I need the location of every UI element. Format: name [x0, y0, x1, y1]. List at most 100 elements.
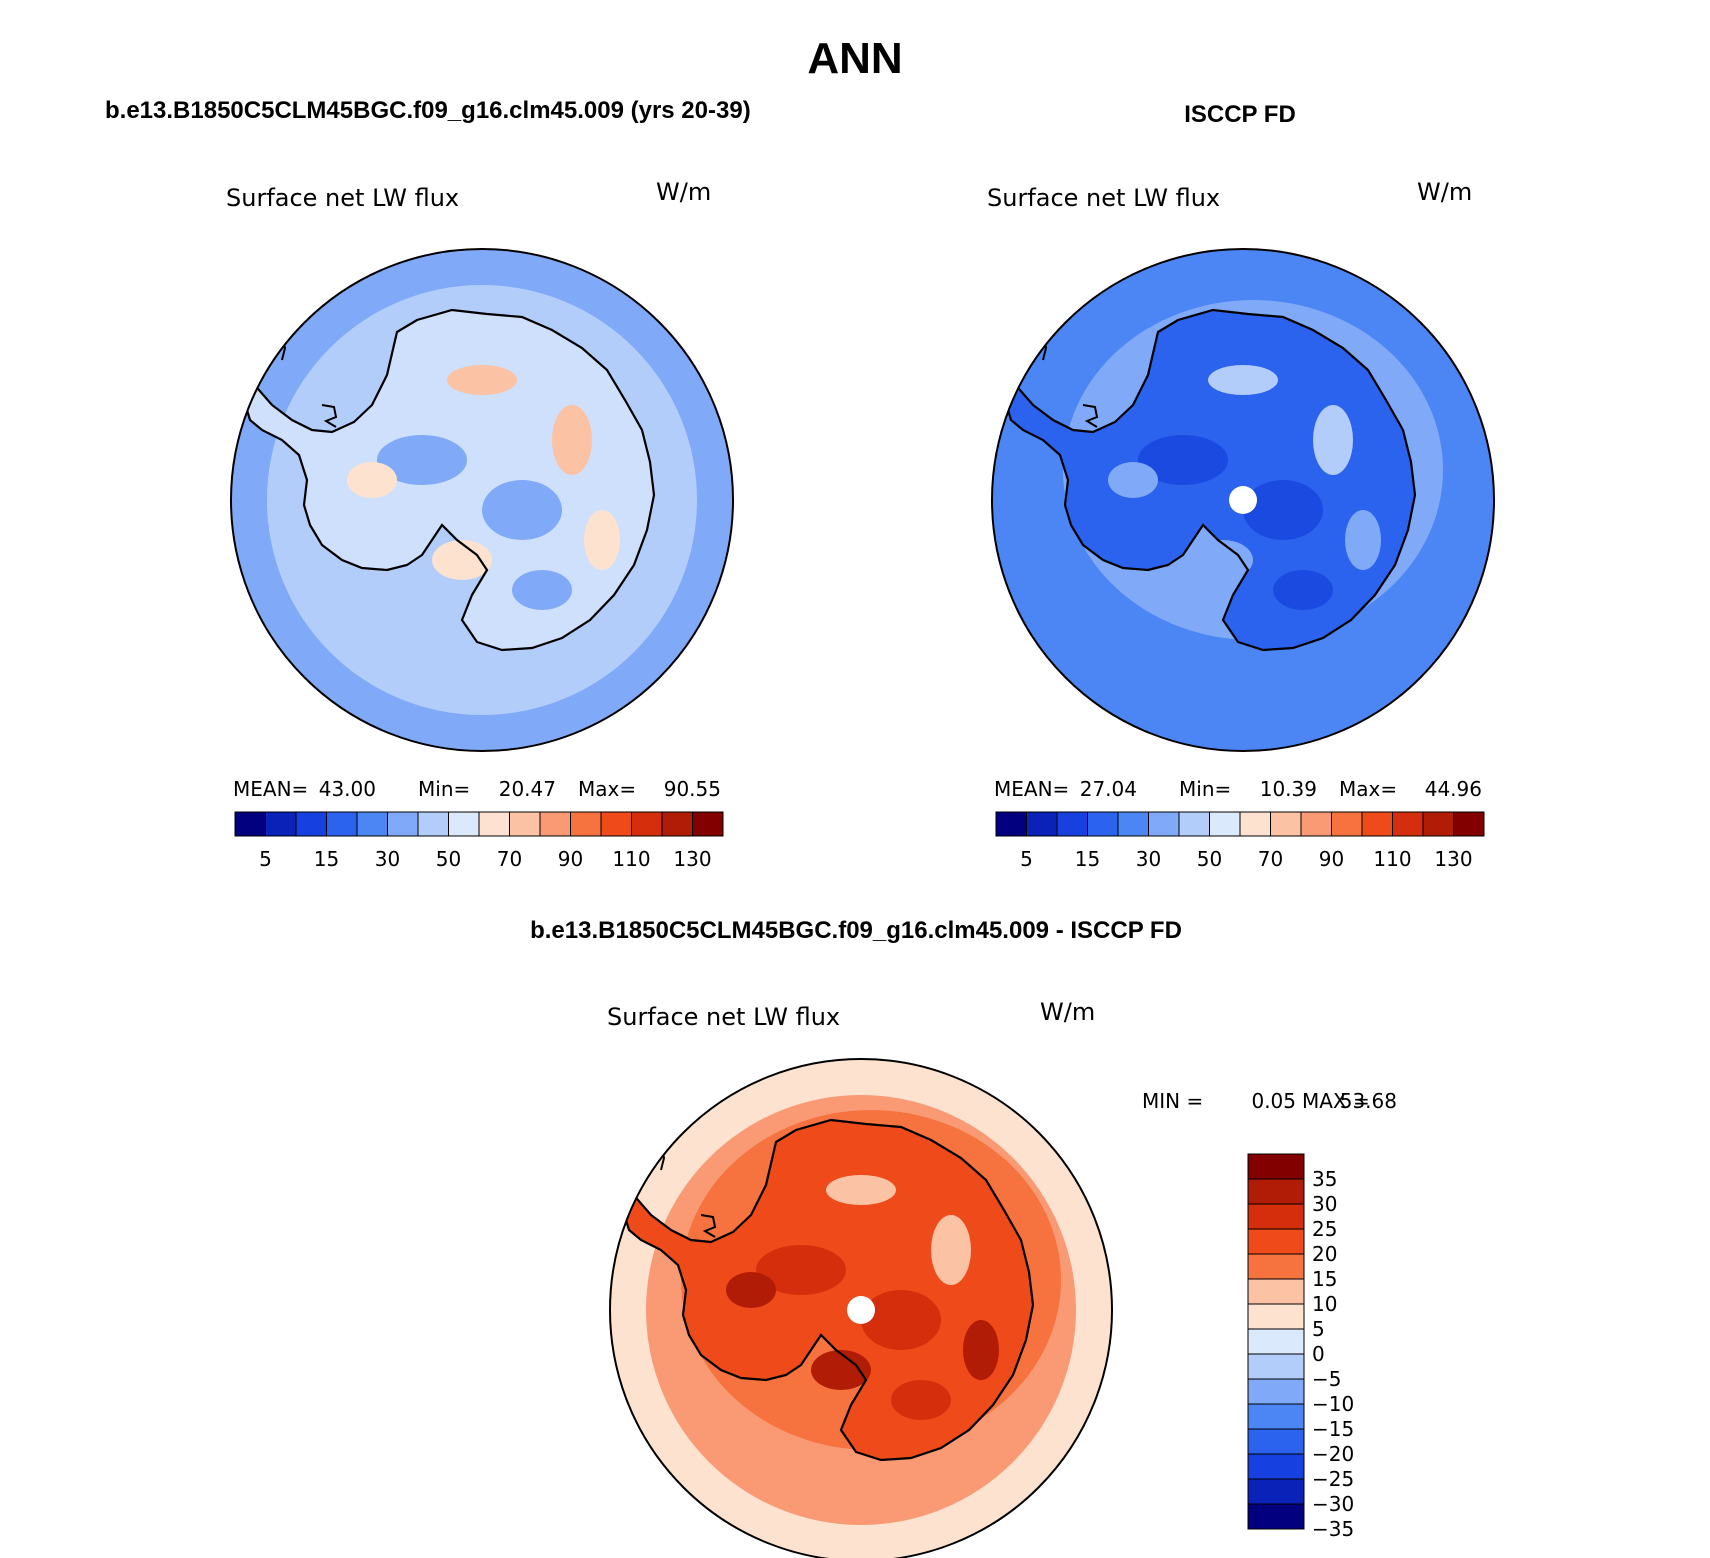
panel-a-colorbar-box	[509, 811, 541, 837]
panel-a-colorbar-box	[478, 811, 510, 837]
panel-a-field-patch	[482, 480, 562, 540]
diff-plot-title: Surface net LW flux	[607, 1003, 840, 1031]
panel-a-colorbar-box	[417, 811, 449, 837]
panel-b-map	[992, 249, 1494, 751]
panel-a-field-patch	[432, 540, 492, 580]
diff-colorbar-box	[1247, 1228, 1305, 1255]
panel-b-field-patch	[1243, 480, 1323, 540]
panel-b-field-patch	[1193, 540, 1253, 580]
panel-a-colorbar-box	[539, 811, 571, 837]
panel-b-colorbar-box	[1148, 811, 1180, 837]
panel-b-colorbar-box	[1300, 811, 1332, 837]
diff-colorbar-box	[1247, 1328, 1305, 1355]
diff-panel-field-patch	[826, 1175, 896, 1205]
panel-a-field-patch	[552, 405, 592, 475]
panel-a-colorbar-tick-label: 50	[436, 847, 461, 871]
diff-panel-field-patch	[931, 1215, 971, 1285]
panel-a-colorbar-box	[265, 811, 297, 837]
panel-b-colorbar-tick-label: 15	[1075, 847, 1100, 871]
diff-panel-pole-mask	[847, 1296, 875, 1324]
panel-a-max-value: 90.55	[664, 777, 721, 801]
panel-a-min-label: Min=	[418, 777, 470, 801]
panel-b-island	[1082, 404, 1099, 428]
panel-a-heading: b.e13.B1850C5CLM45BGC.f09_g16.clm45.009 …	[105, 97, 751, 124]
panel-b-colorbar-box	[1026, 811, 1058, 837]
panel-b-colorbar-tick-label: 30	[1136, 847, 1161, 871]
panel-b-plot-title: Surface net LW flux	[987, 184, 1220, 212]
panel-a-colorbar-tick-label: 110	[612, 847, 650, 871]
panel-a-colorbar-tick-label: 90	[558, 847, 583, 871]
panel-b-colorbar-box	[1422, 811, 1454, 837]
diff-colorbar-tick-label: 0	[1312, 1342, 1325, 1366]
diff-colorbar-box	[1247, 1453, 1305, 1480]
diff-colorbar-box	[1247, 1178, 1305, 1205]
diff-colorbar-box	[1247, 1428, 1305, 1455]
figure-title: ANN	[807, 34, 902, 83]
diff-units: W/m	[1040, 998, 1095, 1026]
panel-b-colorbar-tick-label: 110	[1373, 847, 1411, 871]
diff-panel-field-patch	[811, 1350, 871, 1390]
panel-b-colorbar-box	[1209, 811, 1241, 837]
panel-a-colorbar-box	[326, 811, 358, 837]
diff-colorbar-box	[1247, 1303, 1305, 1330]
panel-b-field-patch	[1313, 405, 1353, 475]
panel-b-colorbar-box	[1087, 811, 1119, 837]
panel-b-field-patch	[1108, 462, 1158, 498]
diff-panel-map	[610, 1059, 1112, 1558]
diff-panel-field-patch	[963, 1320, 999, 1380]
panel-b-colorbar-tick-label: 130	[1434, 847, 1472, 871]
diff-colorbar-box	[1247, 1153, 1305, 1180]
panel-a-colorbar-box	[448, 811, 480, 837]
diff-panel-field-patch	[891, 1380, 951, 1420]
diff-colorbar-tick-label: −30	[1312, 1492, 1354, 1516]
diff-colorbar-tick-label: 25	[1312, 1217, 1337, 1241]
panel-a-plot-title: Surface net LW flux	[226, 184, 459, 212]
diff-colorbar-tick-label: −35	[1312, 1517, 1354, 1541]
panel-a-mean-label: MEAN=	[233, 777, 308, 801]
diff-colorbar-tick-label: 10	[1312, 1292, 1337, 1316]
panel-b-colorbar-tick-label: 90	[1319, 847, 1344, 871]
diff-min-label: MIN =	[1142, 1089, 1203, 1113]
panel-a-units: W/m	[656, 178, 711, 206]
panel-a-colorbar-box	[600, 811, 632, 837]
diff-colorbar-tick-label: −20	[1312, 1442, 1354, 1466]
panel-b-units: W/m	[1417, 178, 1472, 206]
diff-colorbar-tick-label: 35	[1312, 1167, 1337, 1191]
diff-max-value: 53.68	[1340, 1089, 1397, 1113]
panel-a-island	[321, 404, 338, 428]
panel-a-field-patch	[584, 510, 620, 570]
diff-panel-heading: b.e13.B1850C5CLM45BGC.f09_g16.clm45.009 …	[530, 917, 1182, 944]
diff-max-label: MAX =	[1302, 1089, 1370, 1113]
panel-a-colorbar-box	[631, 811, 663, 837]
panel-b-min-label: Min=	[1179, 777, 1231, 801]
panel-a-colorbar-box	[570, 811, 602, 837]
panel-a-field-patch	[377, 435, 467, 485]
diff-colorbar-tick-label: 30	[1312, 1192, 1337, 1216]
panel-b-colorbar-box	[1239, 811, 1271, 837]
panel-b-colorbar-tick-label: 5	[1020, 847, 1033, 871]
panel-a-colorbar-box	[234, 811, 266, 837]
panel-b-colorbar-box	[1178, 811, 1210, 837]
panel-a-map	[231, 249, 733, 751]
panel-b-colorbar-box	[1361, 811, 1393, 837]
diff-colorbar-box	[1247, 1478, 1305, 1505]
panel-a-colorbar-tick-label: 130	[673, 847, 711, 871]
panel-a-colorbar-box	[295, 811, 327, 837]
panel-b-max-value: 44.96	[1425, 777, 1482, 801]
panel-a-colorbar-tick-label: 5	[259, 847, 272, 871]
diff-min-value: 0.05	[1251, 1089, 1296, 1113]
panel-b-colorbar-box	[1392, 811, 1424, 837]
panel-a-field-patch	[512, 570, 572, 610]
diff-panel-island	[700, 1214, 717, 1238]
diff-colorbar-box	[1247, 1503, 1305, 1530]
panel-b-max-label: Max=	[1339, 777, 1397, 801]
diff-colorbar-box	[1247, 1253, 1305, 1280]
panel-b-colorbar-tick-label: 70	[1258, 847, 1283, 871]
panel-a-colorbar-box	[692, 811, 724, 837]
panel-b-field-patch	[1138, 435, 1228, 485]
panel-b-map-border	[991, 248, 1495, 752]
panel-b-colorbar-box	[1453, 811, 1485, 837]
diff-colorbar-tick-label: −10	[1312, 1392, 1354, 1416]
panel-b-field-patch	[1273, 570, 1333, 610]
